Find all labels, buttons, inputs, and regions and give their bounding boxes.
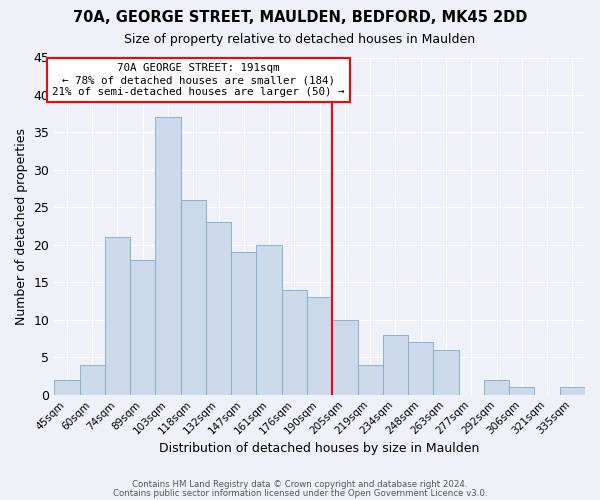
Bar bbox=[383, 335, 408, 394]
Bar bbox=[130, 260, 155, 394]
Bar bbox=[307, 298, 332, 394]
Bar bbox=[408, 342, 433, 394]
Bar bbox=[282, 290, 307, 395]
Bar bbox=[105, 238, 130, 394]
Bar bbox=[206, 222, 231, 394]
Bar bbox=[181, 200, 206, 394]
X-axis label: Distribution of detached houses by size in Maulden: Distribution of detached houses by size … bbox=[160, 442, 480, 455]
Text: 70A, GEORGE STREET, MAULDEN, BEDFORD, MK45 2DD: 70A, GEORGE STREET, MAULDEN, BEDFORD, MK… bbox=[73, 10, 527, 25]
Text: 70A GEORGE STREET: 191sqm
← 78% of detached houses are smaller (184)
21% of semi: 70A GEORGE STREET: 191sqm ← 78% of detac… bbox=[52, 64, 344, 96]
Bar bbox=[332, 320, 358, 394]
Text: Contains HM Land Registry data © Crown copyright and database right 2024.: Contains HM Land Registry data © Crown c… bbox=[132, 480, 468, 489]
Bar bbox=[433, 350, 458, 395]
Bar bbox=[484, 380, 509, 394]
Bar bbox=[231, 252, 256, 394]
Text: Contains public sector information licensed under the Open Government Licence v3: Contains public sector information licen… bbox=[113, 488, 487, 498]
Bar bbox=[54, 380, 80, 394]
Bar bbox=[560, 387, 585, 394]
Bar bbox=[358, 364, 383, 394]
Bar bbox=[155, 118, 181, 394]
Y-axis label: Number of detached properties: Number of detached properties bbox=[15, 128, 28, 324]
Text: Size of property relative to detached houses in Maulden: Size of property relative to detached ho… bbox=[124, 32, 476, 46]
Bar bbox=[80, 364, 105, 394]
Bar bbox=[509, 387, 535, 394]
Bar bbox=[256, 245, 282, 394]
